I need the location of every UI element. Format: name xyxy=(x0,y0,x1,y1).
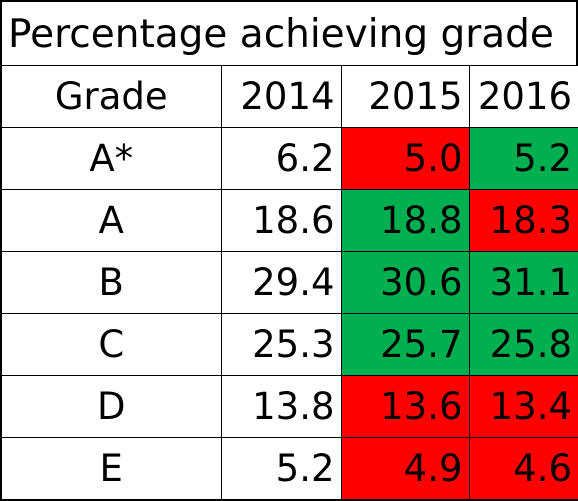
grade-label: C xyxy=(0,312,222,376)
column-header-2015: 2015 xyxy=(340,65,470,128)
value-cell-2016: 4.6 xyxy=(468,436,578,501)
column-header-2016: 2016 xyxy=(468,65,578,128)
value-cell-2016: 5.2 xyxy=(468,126,578,190)
value-cell-2014: 6.2 xyxy=(220,126,342,190)
value-cell-2014: 18.6 xyxy=(220,188,342,252)
value-cell-2015: 30.6 xyxy=(340,250,470,314)
value-cell-2014: 25.3 xyxy=(220,312,342,376)
value-cell-2014: 5.2 xyxy=(220,436,342,501)
grade-label: D xyxy=(0,374,222,438)
grade-table: Grade 2014 2015 2016 A* 6.2 5.0 5.2 A 18.6 18.… xyxy=(0,65,578,501)
grade-label: B xyxy=(0,250,222,314)
value-cell-2015: 4.9 xyxy=(340,436,470,501)
value-cell-2016: 25.8 xyxy=(468,312,578,376)
grade-label: E xyxy=(0,436,222,501)
header-row: Grade 2014 2015 2016 xyxy=(0,65,578,128)
grade-label: A* xyxy=(0,126,222,190)
table-row: A* 6.2 5.0 5.2 xyxy=(0,126,578,190)
value-cell-2014: 29.4 xyxy=(220,250,342,314)
value-cell-2015: 5.0 xyxy=(340,126,470,190)
grade-table-body: Grade 2014 2015 2016 A* 6.2 5.0 5.2 A 18.6 18.… xyxy=(0,65,578,501)
column-header-grade: Grade xyxy=(0,65,222,128)
table-row: A 18.6 18.8 18.3 xyxy=(0,188,578,252)
table-row: E 5.2 4.9 4.6 xyxy=(0,436,578,501)
value-cell-2015: 18.8 xyxy=(340,188,470,252)
table-row: B 29.4 30.6 31.1 xyxy=(0,250,578,314)
value-cell-2015: 25.7 xyxy=(340,312,470,376)
table-row: D 13.8 13.6 13.4 xyxy=(0,374,578,438)
value-cell-2016: 18.3 xyxy=(468,188,578,252)
table-title: Percentage achieving grade xyxy=(0,0,578,66)
value-cell-2014: 13.8 xyxy=(220,374,342,438)
grade-label: A xyxy=(0,188,222,252)
value-cell-2016: 31.1 xyxy=(468,250,578,314)
value-cell-2015: 13.6 xyxy=(340,374,470,438)
table-row: C 25.3 25.7 25.8 xyxy=(0,312,578,376)
column-header-2014: 2014 xyxy=(220,65,342,128)
value-cell-2016: 13.4 xyxy=(468,374,578,438)
